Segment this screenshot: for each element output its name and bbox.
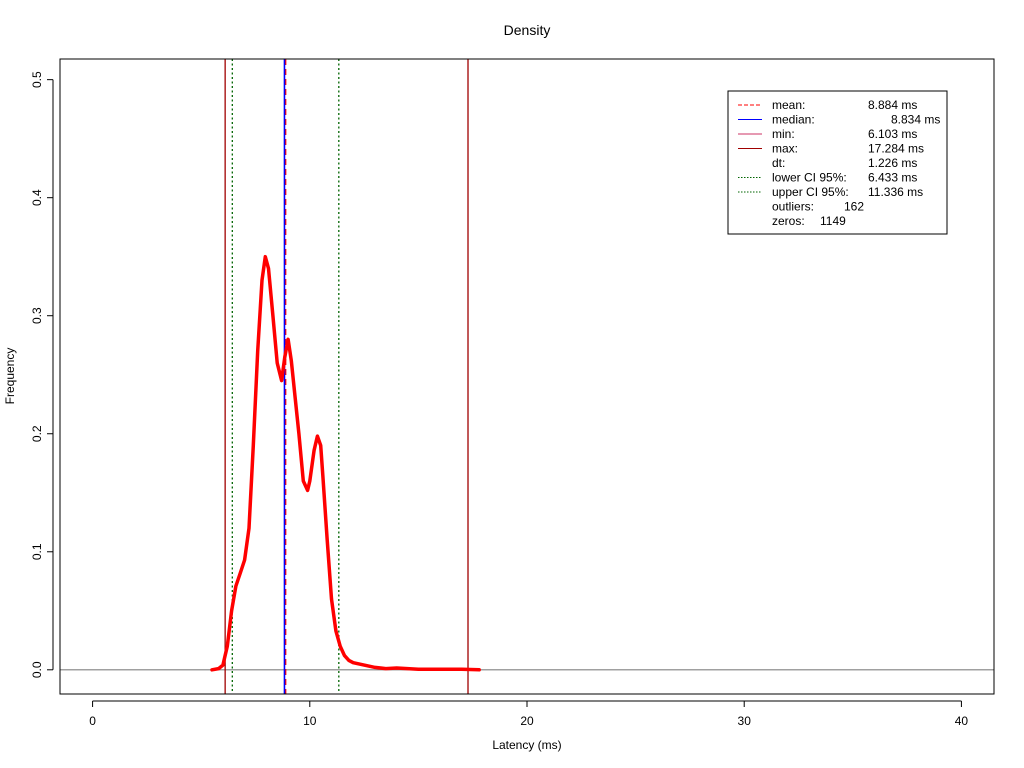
- legend-value-outliers: 162: [844, 200, 864, 214]
- y-tick-label: 0.5: [30, 71, 44, 88]
- legend-value-lower-ci: 6.433 ms: [868, 171, 917, 185]
- x-axis-label: Latency (ms): [492, 738, 561, 752]
- legend-label-max: max:: [772, 142, 798, 156]
- x-tick-label: 10: [303, 714, 317, 728]
- plot-frame: [59, 58, 995, 695]
- x-tick-label: 30: [738, 714, 752, 728]
- y-tick-label: 0.0: [30, 661, 44, 678]
- y-axis-label: Frequency: [3, 348, 17, 405]
- legend-label-mean: mean:: [772, 98, 805, 112]
- x-tick-label: 40: [955, 714, 969, 728]
- legend-value-min: 6.103 ms: [868, 127, 917, 141]
- legend-label-median: median:: [772, 113, 815, 127]
- legend-label-min: min:: [772, 127, 795, 141]
- chart-title: Density: [504, 22, 551, 38]
- y-tick-label: 0.4: [30, 189, 44, 206]
- legend-value-max: 17.284 ms: [868, 142, 924, 156]
- legend-box: [727, 90, 948, 235]
- y-tick-label: 0.3: [30, 307, 44, 324]
- legend: mean: 8.884 ms median: 8.834 ms min: 6.103 ms…: [727, 90, 948, 235]
- legend-value-mean: 8.884 ms: [868, 98, 917, 112]
- legend-label-upper-ci: upper CI 95%:: [772, 185, 849, 199]
- plot-area: 0 10 20 30 40 0.0 0.1 0.2 0.3 0.4 0.5: [30, 59, 994, 728]
- x-tick-label: 20: [520, 714, 534, 728]
- legend-label-zeros: zeros:: [772, 214, 805, 228]
- legend-value-median: 8.834 ms: [891, 113, 940, 127]
- legend-value-dt: 1.226 ms: [868, 156, 917, 170]
- legend-value-zeros: 1149: [820, 214, 846, 228]
- x-tick-label: 0: [89, 714, 96, 728]
- y-tick-label: 0.2: [30, 425, 44, 442]
- y-tick-label: 0.1: [30, 543, 44, 560]
- legend-label-dt: dt:: [772, 156, 785, 170]
- legend-value-upper-ci: 11.336 ms: [868, 185, 923, 199]
- legend-label-lower-ci: lower CI 95%:: [772, 171, 847, 185]
- legend-label-outliers: outliers:: [772, 200, 814, 214]
- density-curve: [210, 254, 481, 672]
